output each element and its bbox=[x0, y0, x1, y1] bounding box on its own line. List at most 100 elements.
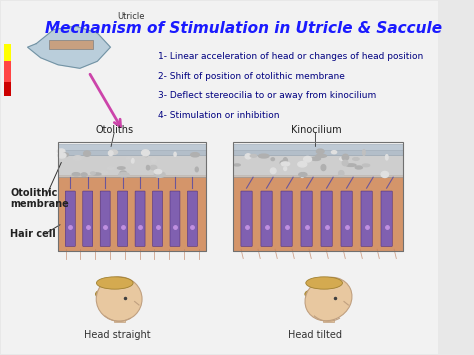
Ellipse shape bbox=[92, 173, 101, 175]
Ellipse shape bbox=[152, 159, 156, 163]
Text: 4- Stimulation or inhibition: 4- Stimulation or inhibition bbox=[158, 110, 280, 120]
Ellipse shape bbox=[298, 162, 307, 167]
FancyBboxPatch shape bbox=[4, 44, 11, 61]
FancyBboxPatch shape bbox=[233, 144, 402, 155]
Ellipse shape bbox=[250, 154, 257, 157]
FancyBboxPatch shape bbox=[321, 191, 332, 246]
Ellipse shape bbox=[305, 290, 316, 298]
Ellipse shape bbox=[191, 153, 200, 157]
Ellipse shape bbox=[195, 167, 198, 172]
Ellipse shape bbox=[107, 167, 114, 169]
Ellipse shape bbox=[234, 164, 240, 166]
Text: Hair cell: Hair cell bbox=[10, 229, 56, 239]
FancyBboxPatch shape bbox=[58, 150, 206, 177]
Ellipse shape bbox=[142, 150, 149, 156]
FancyBboxPatch shape bbox=[49, 40, 93, 49]
Ellipse shape bbox=[120, 171, 126, 174]
Text: Mechanism of Stimulation in Utricle & Saccule: Mechanism of Stimulation in Utricle & Sa… bbox=[45, 21, 442, 36]
FancyBboxPatch shape bbox=[361, 191, 372, 246]
Ellipse shape bbox=[342, 160, 348, 166]
FancyBboxPatch shape bbox=[114, 314, 125, 322]
Ellipse shape bbox=[331, 151, 337, 154]
Ellipse shape bbox=[316, 154, 327, 157]
FancyBboxPatch shape bbox=[233, 150, 402, 177]
Ellipse shape bbox=[144, 153, 148, 157]
Polygon shape bbox=[27, 26, 110, 68]
Text: 2- Shift of position of otolithic membrane: 2- Shift of position of otolithic membra… bbox=[158, 72, 345, 81]
FancyBboxPatch shape bbox=[4, 61, 11, 82]
Text: Otolithic
membrane: Otolithic membrane bbox=[10, 188, 69, 209]
Ellipse shape bbox=[306, 277, 342, 289]
Ellipse shape bbox=[91, 172, 95, 174]
Ellipse shape bbox=[131, 159, 134, 163]
Ellipse shape bbox=[96, 277, 142, 321]
Ellipse shape bbox=[73, 156, 82, 160]
FancyBboxPatch shape bbox=[153, 191, 163, 246]
Ellipse shape bbox=[301, 173, 304, 178]
Ellipse shape bbox=[271, 158, 274, 160]
FancyBboxPatch shape bbox=[261, 191, 272, 246]
FancyBboxPatch shape bbox=[301, 191, 312, 246]
Ellipse shape bbox=[381, 171, 389, 178]
Ellipse shape bbox=[146, 166, 150, 170]
Ellipse shape bbox=[342, 154, 348, 160]
Ellipse shape bbox=[305, 277, 352, 321]
Text: Kinocilium: Kinocilium bbox=[292, 125, 342, 135]
Ellipse shape bbox=[280, 160, 288, 165]
FancyBboxPatch shape bbox=[381, 191, 392, 246]
Text: 1- Linear acceleration of head or changes of head position: 1- Linear acceleration of head or change… bbox=[158, 53, 424, 61]
Ellipse shape bbox=[100, 171, 108, 175]
Ellipse shape bbox=[146, 165, 149, 169]
Ellipse shape bbox=[346, 164, 356, 166]
FancyBboxPatch shape bbox=[65, 191, 75, 246]
Ellipse shape bbox=[317, 149, 324, 154]
Ellipse shape bbox=[281, 162, 290, 166]
FancyBboxPatch shape bbox=[241, 191, 252, 246]
Ellipse shape bbox=[57, 149, 65, 153]
Ellipse shape bbox=[83, 151, 91, 156]
FancyBboxPatch shape bbox=[281, 191, 292, 246]
Ellipse shape bbox=[118, 167, 125, 169]
Text: Head straight: Head straight bbox=[83, 329, 150, 339]
Ellipse shape bbox=[155, 172, 165, 178]
Text: Utricle: Utricle bbox=[117, 12, 145, 21]
Text: Otoliths: Otoliths bbox=[95, 125, 133, 135]
Ellipse shape bbox=[283, 158, 287, 164]
Ellipse shape bbox=[109, 151, 113, 155]
Ellipse shape bbox=[154, 170, 162, 174]
Ellipse shape bbox=[385, 155, 388, 160]
FancyBboxPatch shape bbox=[58, 175, 206, 251]
Ellipse shape bbox=[338, 171, 344, 176]
FancyBboxPatch shape bbox=[170, 191, 180, 246]
Ellipse shape bbox=[284, 167, 287, 170]
Ellipse shape bbox=[353, 158, 359, 160]
Ellipse shape bbox=[97, 277, 133, 289]
Text: 3- Deflect stereocilia to or away from kinocilium: 3- Deflect stereocilia to or away from k… bbox=[158, 91, 377, 100]
Ellipse shape bbox=[303, 157, 311, 162]
FancyBboxPatch shape bbox=[118, 191, 128, 246]
Ellipse shape bbox=[174, 152, 176, 157]
Ellipse shape bbox=[150, 165, 157, 170]
FancyBboxPatch shape bbox=[4, 82, 11, 97]
Ellipse shape bbox=[355, 166, 363, 169]
Ellipse shape bbox=[299, 173, 307, 176]
Ellipse shape bbox=[63, 153, 68, 157]
Ellipse shape bbox=[321, 165, 326, 170]
Ellipse shape bbox=[245, 154, 251, 159]
FancyBboxPatch shape bbox=[135, 191, 145, 246]
Ellipse shape bbox=[72, 173, 80, 176]
Ellipse shape bbox=[311, 157, 320, 160]
Ellipse shape bbox=[363, 149, 365, 155]
Ellipse shape bbox=[340, 157, 348, 160]
Ellipse shape bbox=[118, 173, 129, 177]
FancyBboxPatch shape bbox=[1, 1, 438, 354]
Ellipse shape bbox=[109, 150, 118, 154]
FancyBboxPatch shape bbox=[58, 144, 206, 155]
FancyBboxPatch shape bbox=[341, 191, 352, 246]
FancyBboxPatch shape bbox=[323, 314, 334, 322]
FancyBboxPatch shape bbox=[100, 191, 110, 246]
Ellipse shape bbox=[58, 153, 66, 158]
Ellipse shape bbox=[95, 290, 106, 298]
FancyBboxPatch shape bbox=[187, 191, 197, 246]
Ellipse shape bbox=[127, 157, 131, 160]
